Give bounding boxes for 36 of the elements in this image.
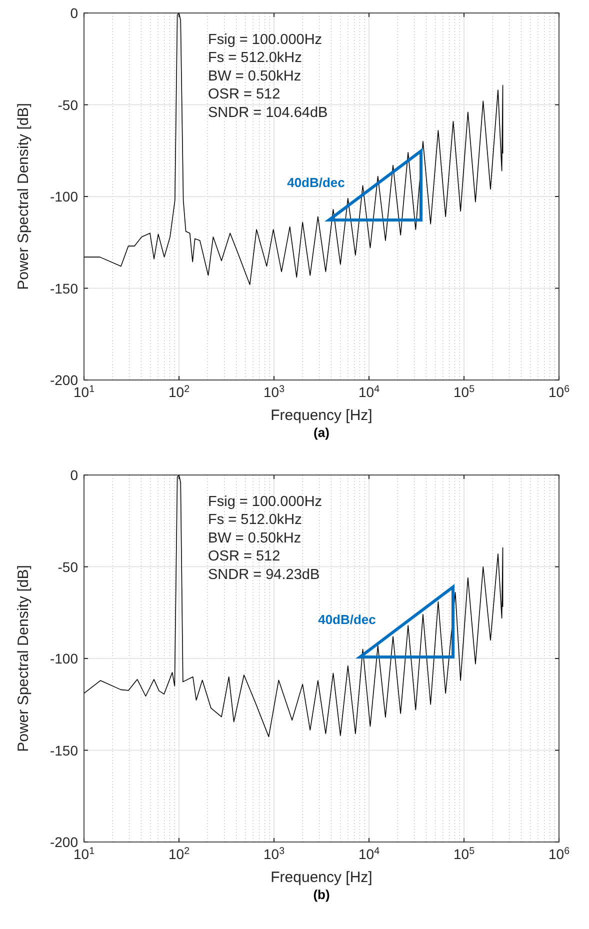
y-tick-label: -50 bbox=[58, 96, 78, 113]
x-tick-label: 10$^{4}$ bbox=[358, 384, 380, 400]
x-tick-label: 10$^{2}$ bbox=[168, 846, 190, 862]
y-tick-label: -150 bbox=[50, 280, 78, 296]
annotation: BW = 0.50kHz bbox=[208, 68, 302, 84]
x-tick-label: 10$^{3}$ bbox=[263, 846, 286, 862]
annotation: OSR = 512 bbox=[208, 548, 280, 565]
annotation: 40dB/dec bbox=[318, 612, 376, 627]
text: (b) bbox=[313, 887, 330, 902]
y-tick-label: -100 bbox=[50, 188, 78, 204]
y-tick-label: -150 bbox=[50, 742, 78, 758]
y-tick-label: 0 bbox=[70, 5, 78, 21]
y-tick-label: -100 bbox=[50, 650, 78, 666]
x-tick-label: 10$^{6}$ bbox=[548, 846, 570, 862]
x-tick-label: 10$^{3}$ bbox=[263, 384, 286, 400]
y-axis-title: Power Spectral Density [dB] bbox=[15, 103, 32, 290]
annotation: 40dB/dec bbox=[287, 175, 345, 190]
x-tick-label: 10$^{2}$ bbox=[168, 384, 190, 400]
annotation: Fs = 512.0kHz bbox=[208, 50, 302, 66]
y-tick-label: -50 bbox=[58, 558, 78, 575]
annotation: BW = 0.50kHz bbox=[208, 530, 302, 546]
x-tick-label: 10$^{6}$ bbox=[548, 384, 570, 400]
x-tick-label: 10$^{5}$ bbox=[453, 846, 476, 862]
x-tick-label: 10$^{4}$ bbox=[358, 846, 380, 862]
annotation: Fsig = 100.000Hz bbox=[208, 494, 322, 510]
annotation: Fsig = 100.000Hz bbox=[208, 32, 322, 48]
text: (a) bbox=[314, 425, 330, 440]
y-axis-title: Power Spectral Density [dB] bbox=[15, 565, 32, 752]
annotation: SNDR = 94.23dB bbox=[208, 566, 320, 583]
annotation: SNDR = 104.64dB bbox=[208, 104, 328, 121]
annotation: Fs = 512.0kHz bbox=[208, 512, 302, 528]
x-axis-title: Frequency [Hz] bbox=[270, 407, 372, 424]
x-tick-label: 10$^{5}$ bbox=[453, 384, 476, 400]
x-axis-title: Frequency [Hz] bbox=[270, 869, 372, 886]
y-tick-label: 0 bbox=[70, 467, 78, 483]
annotation: OSR = 512 bbox=[208, 86, 280, 103]
